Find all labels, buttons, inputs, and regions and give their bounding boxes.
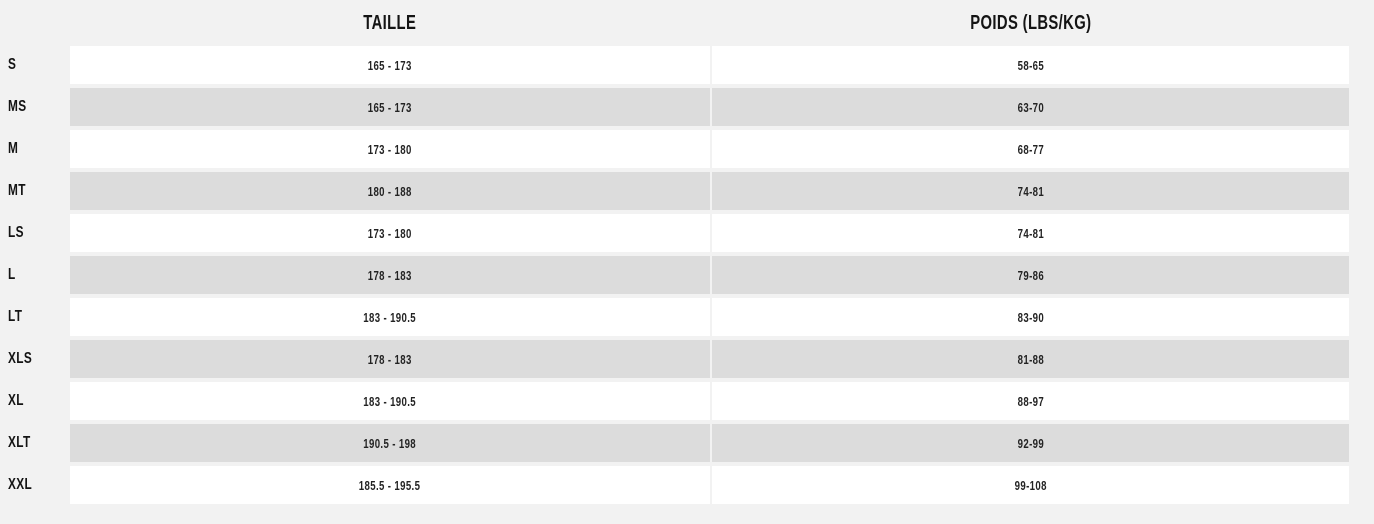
- row-taille-value: 183 - 190.5: [363, 393, 417, 409]
- row-taille-cell: 180 - 188: [70, 172, 710, 210]
- table-row: L 178 - 183 79-86: [0, 256, 1374, 294]
- row-size-value: XL: [8, 392, 24, 409]
- row-size-value: LS: [8, 224, 24, 241]
- row-size-value: XLS: [8, 350, 33, 367]
- row-poids-value: 81-88: [1017, 351, 1044, 367]
- table-row: LT 183 - 190.5 83-90: [0, 298, 1374, 336]
- row-size-label: S: [0, 46, 70, 84]
- row-poids-value: 74-81: [1017, 183, 1044, 199]
- row-poids-cell: 99-108: [712, 466, 1349, 504]
- table-row: XLS 178 - 183 81-88: [0, 340, 1374, 378]
- header-taille: TAILLE: [70, 12, 710, 35]
- row-size-label: XLS: [0, 340, 70, 378]
- table-row: S 165 - 173 58-65: [0, 46, 1374, 84]
- table-row: MS 165 - 173 63-70: [0, 88, 1374, 126]
- row-size-label: XXL: [0, 466, 70, 504]
- row-taille-value: 190.5 - 198: [363, 435, 417, 451]
- row-size-value: MT: [8, 182, 26, 199]
- row-size-label: LT: [0, 298, 70, 336]
- row-size-label: M: [0, 130, 70, 168]
- row-poids-cell: 79-86: [712, 256, 1349, 294]
- row-size-value: LT: [8, 308, 23, 325]
- row-taille-value: 178 - 183: [368, 267, 412, 283]
- row-size-label: XL: [0, 382, 70, 420]
- row-taille-value: 173 - 180: [368, 141, 412, 157]
- row-size-label: L: [0, 256, 70, 294]
- row-poids-cell: 68-77: [712, 130, 1349, 168]
- row-taille-value: 183 - 190.5: [363, 309, 417, 325]
- table-row: LS 173 - 180 74-81: [0, 214, 1374, 252]
- row-size-value: L: [8, 266, 16, 283]
- row-taille-cell: 185.5 - 195.5: [70, 466, 710, 504]
- row-taille-cell: 165 - 173: [70, 46, 710, 84]
- table-row: XLT 190.5 - 198 92-99: [0, 424, 1374, 462]
- table-row: M 173 - 180 68-77: [0, 130, 1374, 168]
- row-taille-value: 178 - 183: [368, 351, 412, 367]
- header-poids: POIDS (LBS/KG): [712, 12, 1349, 35]
- table-row: MT 180 - 188 74-81: [0, 172, 1374, 210]
- row-taille-cell: 165 - 173: [70, 88, 710, 126]
- table-rows: S 165 - 173 58-65 MS 165 - 173 63-70 M 173 - 18…: [0, 46, 1374, 504]
- row-size-value: XXL: [8, 476, 33, 493]
- row-poids-value: 88-97: [1017, 393, 1044, 409]
- table-row: XXL 185.5 - 195.5 99-108: [0, 466, 1374, 504]
- row-poids-value: 99-108: [1014, 477, 1047, 493]
- row-poids-value: 83-90: [1017, 309, 1044, 325]
- row-size-label: MT: [0, 172, 70, 210]
- row-poids-value: 68-77: [1017, 141, 1044, 157]
- row-taille-cell: 190.5 - 198: [70, 424, 710, 462]
- row-poids-cell: 83-90: [712, 298, 1349, 336]
- row-poids-cell: 63-70: [712, 88, 1349, 126]
- row-poids-value: 63-70: [1017, 99, 1044, 115]
- row-poids-value: 74-81: [1017, 225, 1044, 241]
- row-poids-value: 92-99: [1017, 435, 1044, 451]
- table-row: XL 183 - 190.5 88-97: [0, 382, 1374, 420]
- row-size-label: MS: [0, 88, 70, 126]
- row-taille-cell: 183 - 190.5: [70, 298, 710, 336]
- row-poids-cell: 58-65: [712, 46, 1349, 84]
- row-taille-value: 180 - 188: [368, 183, 412, 199]
- row-size-label: XLT: [0, 424, 70, 462]
- row-poids-cell: 74-81: [712, 214, 1349, 252]
- header-poids-label: POIDS (LBS/KG): [969, 11, 1092, 34]
- row-taille-cell: 173 - 180: [70, 130, 710, 168]
- row-poids-cell: 92-99: [712, 424, 1349, 462]
- row-taille-value: 165 - 173: [368, 57, 412, 73]
- row-size-value: MS: [8, 98, 27, 115]
- row-size-value: M: [8, 140, 19, 157]
- header-taille-label: TAILLE: [363, 11, 417, 34]
- row-poids-value: 58-65: [1017, 57, 1044, 73]
- row-taille-cell: 178 - 183: [70, 256, 710, 294]
- row-taille-cell: 173 - 180: [70, 214, 710, 252]
- row-size-value: XLT: [8, 434, 31, 451]
- row-taille-value: 165 - 173: [368, 99, 412, 115]
- row-taille-value: 185.5 - 195.5: [359, 477, 421, 493]
- row-poids-cell: 74-81: [712, 172, 1349, 210]
- row-poids-cell: 81-88: [712, 340, 1349, 378]
- row-taille-value: 173 - 180: [368, 225, 412, 241]
- row-size-value: S: [8, 56, 17, 73]
- table-header-row: TAILLE POIDS (LBS/KG): [0, 0, 1374, 46]
- row-poids-cell: 88-97: [712, 382, 1349, 420]
- row-taille-cell: 183 - 190.5: [70, 382, 710, 420]
- row-taille-cell: 178 - 183: [70, 340, 710, 378]
- row-size-label: LS: [0, 214, 70, 252]
- row-poids-value: 79-86: [1017, 267, 1044, 283]
